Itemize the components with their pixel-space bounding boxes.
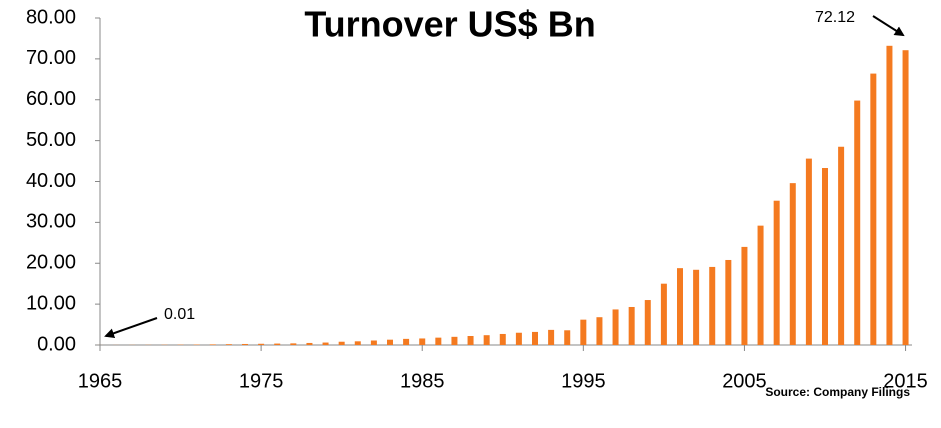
bar bbox=[644, 300, 651, 345]
y-tick-label: 60.00 bbox=[26, 88, 76, 110]
x-tick-label: 1985 bbox=[400, 370, 445, 392]
y-tick-label: 40.00 bbox=[26, 170, 76, 192]
bar bbox=[403, 338, 410, 345]
bar bbox=[419, 338, 426, 345]
bar bbox=[354, 341, 361, 345]
x-tick-label: 1975 bbox=[239, 370, 284, 392]
y-tick-label: 20.00 bbox=[26, 252, 76, 274]
bar bbox=[258, 343, 265, 345]
y-tick-label: 70.00 bbox=[26, 47, 76, 69]
bar bbox=[660, 283, 667, 345]
bar bbox=[242, 343, 248, 345]
bar bbox=[322, 342, 329, 345]
bar bbox=[628, 306, 635, 345]
bar bbox=[773, 200, 780, 345]
bar bbox=[532, 331, 538, 345]
bar bbox=[499, 333, 506, 345]
bar bbox=[902, 50, 909, 345]
source: Source: Company Filings bbox=[765, 385, 910, 399]
x-tick-label: 2005 bbox=[722, 370, 767, 392]
annotation: 0.01 bbox=[164, 306, 195, 323]
bar bbox=[757, 225, 764, 345]
bar bbox=[741, 246, 748, 345]
bar bbox=[725, 259, 732, 345]
bar bbox=[580, 319, 587, 345]
arrow bbox=[104, 317, 158, 339]
bar bbox=[290, 343, 297, 345]
y-tick-label: 50.00 bbox=[26, 129, 76, 151]
y-tick-label: 0.00 bbox=[37, 333, 76, 355]
chart-title: Turnover US$ Bn bbox=[304, 4, 595, 45]
bar bbox=[435, 337, 442, 345]
bar bbox=[822, 168, 828, 345]
bar bbox=[709, 266, 716, 345]
bar bbox=[854, 100, 861, 345]
bar bbox=[467, 336, 474, 345]
bar bbox=[209, 344, 216, 345]
x-tick-label: 1995 bbox=[561, 370, 606, 392]
bar bbox=[596, 317, 603, 345]
bar bbox=[838, 146, 845, 345]
bar bbox=[370, 340, 377, 345]
y-tick-label: 80.00 bbox=[26, 6, 76, 28]
bar bbox=[870, 73, 877, 345]
x-tick-label: 1965 bbox=[78, 370, 123, 392]
bar bbox=[789, 183, 796, 345]
x-tick-label: 2015 bbox=[883, 370, 928, 392]
y-tick-label: 30.00 bbox=[26, 211, 76, 233]
bar bbox=[274, 343, 281, 345]
y-tick-label: 10.00 bbox=[26, 292, 76, 314]
bar bbox=[677, 268, 683, 345]
bar bbox=[805, 158, 812, 345]
arrow bbox=[872, 15, 905, 37]
bar bbox=[483, 335, 490, 345]
bar bbox=[886, 45, 893, 346]
bar bbox=[387, 339, 393, 345]
bar bbox=[693, 269, 700, 345]
bar bbox=[564, 330, 571, 345]
annotation: 72.12 bbox=[815, 9, 855, 26]
bar bbox=[612, 309, 619, 345]
bar bbox=[338, 341, 345, 345]
bar bbox=[306, 342, 313, 345]
bar bbox=[451, 336, 458, 345]
bar bbox=[225, 344, 232, 345]
bar bbox=[548, 329, 555, 345]
bar bbox=[515, 332, 522, 345]
